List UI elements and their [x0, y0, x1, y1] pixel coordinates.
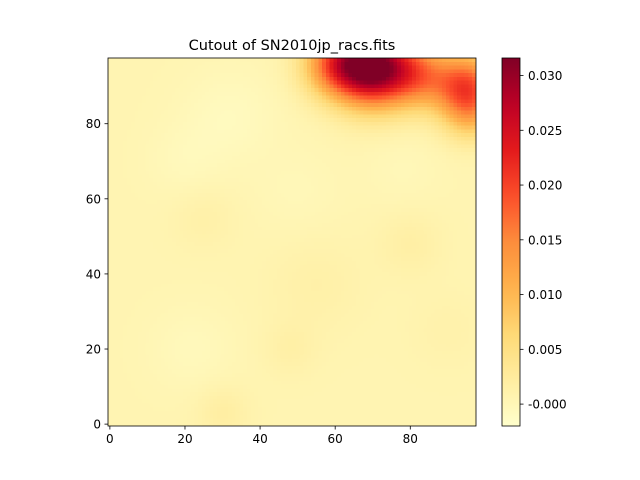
chart-title: Cutout of SN2010jp_racs.fits [189, 38, 396, 54]
colorbar-tick-label: -0.000 [528, 398, 567, 412]
colorbar-tick-label: 0.005 [528, 343, 562, 357]
colorbar-tick-label: 0.020 [528, 179, 562, 193]
colorbar-tick-label: 0.030 [528, 69, 562, 83]
y-tick-label: 20 [86, 343, 101, 357]
heatmap-image [108, 58, 476, 426]
x-tick-label: 20 [177, 432, 192, 446]
colorbar-tick-label: 0.025 [528, 124, 562, 138]
plot-frame [107, 57, 477, 427]
y-tick-label: 0 [93, 418, 101, 432]
heatmap-raster [108, 58, 476, 426]
x-tick-label: 0 [106, 432, 114, 446]
y-tick-label: 40 [86, 267, 101, 281]
x-tick-label: 40 [252, 432, 267, 446]
heatmap-axes: 0 20 40 60 80 0 20 40 60 80 [86, 57, 477, 446]
colorbar-scale [501, 57, 521, 427]
y-tick-label: 80 [86, 117, 101, 131]
colorbar-tick-label: 0.015 [528, 233, 562, 247]
colorbar: -0.000 0.005 0.010 0.015 0.020 0.025 0.030 [501, 57, 567, 427]
y-tick-label: 60 [86, 192, 101, 206]
x-tick-label: 80 [403, 432, 418, 446]
colorbar-tick-label: 0.010 [528, 288, 562, 302]
x-tick-label: 60 [328, 432, 343, 446]
